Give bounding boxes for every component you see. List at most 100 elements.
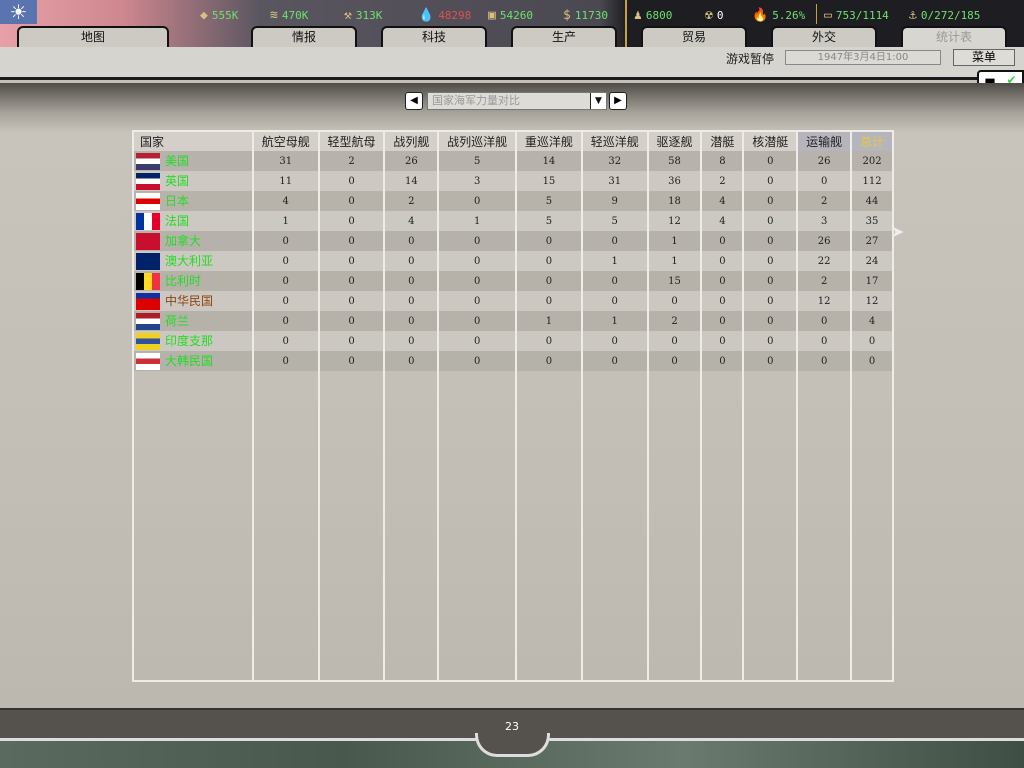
value-cell: 0 [515,251,583,271]
next-stat-button[interactable]: ▶ [609,92,627,110]
country-name[interactable]: 澳大利亚 [165,254,214,268]
column-header[interactable]: 潜艇 [700,130,745,151]
column-header[interactable]: 总计 [850,130,894,151]
money-icon: $ [563,7,571,23]
resource-metal[interactable]: ≋ 470K [270,7,308,23]
resource-transport[interactable]: ▭ 753/1114 [824,7,889,23]
resource-nuclear[interactable]: ☢ 0 [705,7,723,23]
value-cell: 112 [850,171,894,191]
value-cell: 24 [850,251,894,271]
table-row[interactable]: 中华民国 0 0 0 0 0 0 0 0 0 12 12 [132,291,894,311]
value-cell: 0 [251,331,320,351]
value-cell: 0 [317,211,386,231]
resource-supplies[interactable]: ▣ 54260 [488,7,533,23]
naval-strength-table: 国家 航空母舰 轻型航母 战列舰 战列巡洋舰 重巡洋舰 轻巡洋舰 驱逐舰 潜艇 核潜艇 运输舰 总计 … [132,130,894,682]
resource-rare-materials[interactable]: ⚒ 313K [344,7,382,23]
country-name[interactable]: 比利时 [165,274,202,288]
tab-1[interactable]: 情报 [251,26,357,47]
menu-button[interactable]: 菜单 [953,49,1015,66]
mouse-cursor: ➤ [891,222,905,241]
value-cell: 14 [383,171,440,191]
resource-money[interactable]: $11730 [563,7,608,23]
country-cell: 印度支那 [132,331,254,351]
value-cell: 1 [515,311,583,331]
resource-convoy[interactable]: ⚓ 0/272/185 [909,7,980,23]
value-cell: 0 [742,351,799,371]
column-header[interactable]: 重巡洋舰 [515,130,583,151]
country-flag-icon [136,313,160,330]
table-row[interactable]: 加拿大 0 0 0 0 0 0 1 0 0 26 27 [132,231,894,251]
column-header[interactable]: 国家 [132,130,254,151]
value-cell: 0 [383,311,440,331]
country-flag-icon [136,193,160,210]
value-cell: 0 [437,271,518,291]
value-cell: 0 [317,251,386,271]
value-cell: 22 [796,251,853,271]
country-name[interactable]: 英国 [165,174,190,188]
divider [625,0,627,48]
column-header[interactable]: 核潜艇 [742,130,799,151]
table-row[interactable]: 日本 4 0 2 0 5 9 18 4 0 2 44 [132,191,894,211]
tab-3[interactable]: 生产 [511,26,617,47]
value-cell: 9 [580,191,649,211]
chevron-down-icon[interactable]: ▼ [590,93,606,109]
value-cell: 0 [383,231,440,251]
tab-0[interactable]: 地图 [17,26,169,47]
value-cell: 0 [742,271,799,291]
stat-type-select[interactable]: 国家海军力量对比 ▼ [427,92,607,110]
value-cell: 0 [383,271,440,291]
value-cell: 5 [515,191,583,211]
value-cell: 15 [515,171,583,191]
country-name[interactable]: 印度支那 [165,334,214,348]
country-flag-icon [136,153,160,170]
country-name[interactable]: 荷兰 [165,314,190,328]
resource-energy[interactable]: ◆ 555K [200,7,238,23]
country-flag-icon [136,293,160,310]
table-row[interactable]: 美国 31 2 26 5 14 32 58 8 0 26 202 [132,151,894,171]
country-name[interactable]: 加拿大 [165,234,202,248]
country-name[interactable]: 法国 [165,214,190,228]
tab-5[interactable]: 外交 [771,26,877,47]
country-name[interactable]: 日本 [165,194,190,208]
country-name[interactable]: 美国 [165,154,190,168]
table-row[interactable]: 印度支那 0 0 0 0 0 0 0 0 0 0 0 [132,331,894,351]
table-row[interactable]: 荷兰 0 0 0 0 1 1 2 0 0 0 4 [132,311,894,331]
tab-4[interactable]: 贸易 [641,26,747,47]
column-header[interactable]: 轻巡洋舰 [580,130,649,151]
country-flag-icon [136,273,160,290]
table-row[interactable]: 法国 1 0 4 1 5 5 12 4 0 3 35 [132,211,894,231]
table-row[interactable]: 英国 11 0 14 3 15 31 36 2 0 0 112 [132,171,894,191]
empty-cell [796,371,853,682]
country-flag-icon [136,213,160,230]
value-cell: 0 [317,291,386,311]
resource-manpower[interactable]: ♟ 6800 [634,7,672,23]
column-header[interactable]: 航空母舰 [251,130,320,151]
value-cell: 18 [646,191,703,211]
tab-6[interactable]: 统计表 [901,26,1007,47]
value-cell: 0 [796,351,853,371]
value-cell: 1 [646,231,703,251]
prev-stat-button[interactable]: ◀ [405,92,423,110]
table-row[interactable]: 比利时 0 0 0 0 0 0 15 0 0 2 17 [132,271,894,291]
column-header[interactable]: 战列巡洋舰 [437,130,518,151]
column-header[interactable]: 运输舰 [796,130,853,151]
country-flag-icon [136,353,160,370]
value-cell: 0 [742,231,799,251]
empty-cell [317,371,386,682]
country-name[interactable]: 大韩民国 [165,354,214,368]
nation-flag-icon[interactable]: ☀ [0,0,37,24]
value-cell: 0 [580,271,649,291]
resource-dissent[interactable]: 🔥 5.26% [752,7,805,23]
value-cell: 0 [580,331,649,351]
resource-oil[interactable]: 💧 48298 [418,7,471,23]
column-header[interactable]: 驱逐舰 [646,130,703,151]
column-header[interactable]: 轻型航母 [317,130,386,151]
country-cell: 日本 [132,191,254,211]
table-row[interactable]: 大韩民国 0 0 0 0 0 0 0 0 0 0 0 [132,351,894,371]
tab-2[interactable]: 科技 [381,26,487,47]
column-header[interactable]: 战列舰 [383,130,440,151]
table-row[interactable]: 澳大利亚 0 0 0 0 0 1 1 0 0 22 24 [132,251,894,271]
country-name[interactable]: 中华民国 [165,294,214,308]
value-cell: 0 [515,231,583,251]
resource-value: 6800 [645,8,673,22]
